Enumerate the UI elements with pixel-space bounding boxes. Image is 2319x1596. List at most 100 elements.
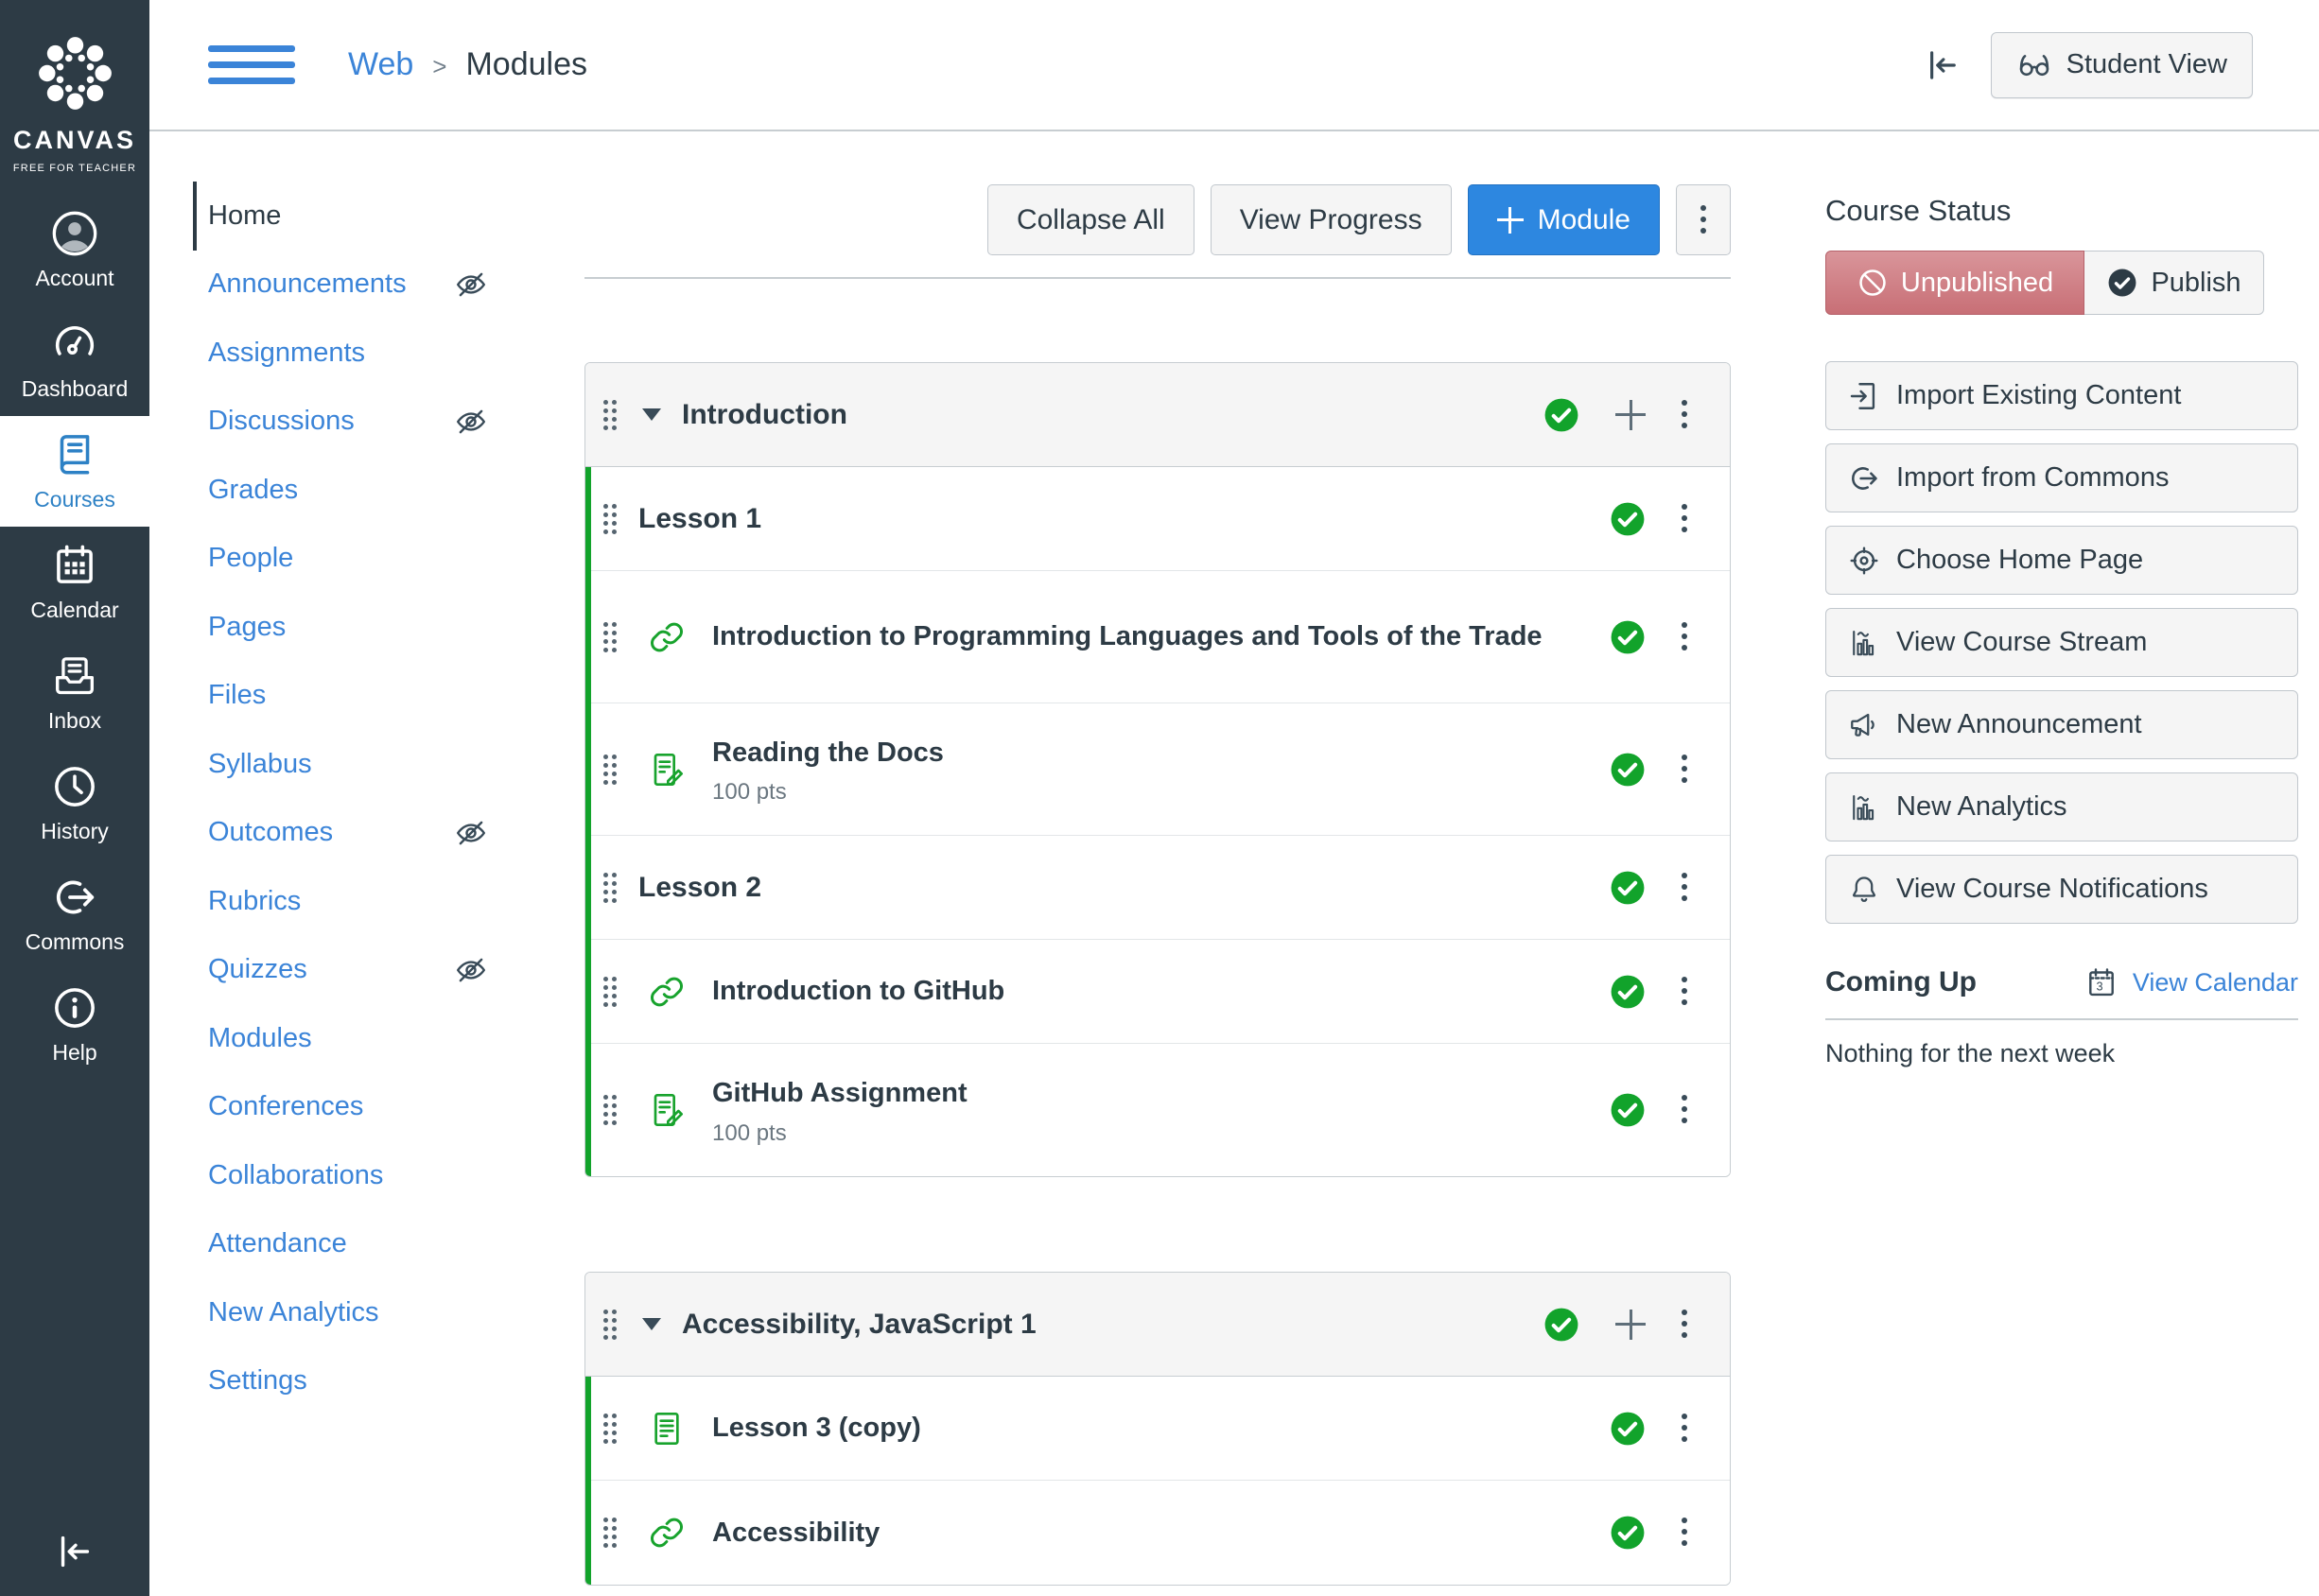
published-check-icon[interactable] bbox=[1610, 1515, 1646, 1551]
published-check-icon[interactable] bbox=[1610, 752, 1646, 788]
course-nav-item-people[interactable]: People bbox=[208, 525, 494, 594]
global-nav-item-dashboard[interactable]: Dashboard bbox=[0, 305, 149, 416]
drag-handle-icon[interactable] bbox=[602, 1517, 618, 1549]
item-title-link[interactable]: Lesson 3 (copy) bbox=[712, 1413, 921, 1444]
global-nav-item-help[interactable]: Help bbox=[0, 969, 149, 1080]
new-analytics-button[interactable]: New Analytics bbox=[1825, 772, 2298, 841]
add-item-button[interactable] bbox=[1615, 1309, 1646, 1340]
course-nav-item-announcements[interactable]: Announcements bbox=[208, 251, 494, 320]
student-view-button[interactable]: Student View bbox=[1990, 31, 2253, 98]
drag-handle-icon[interactable] bbox=[602, 1094, 618, 1126]
commons-icon bbox=[1848, 462, 1880, 494]
global-nav-label: Inbox bbox=[47, 708, 102, 733]
add-item-button[interactable] bbox=[1615, 399, 1646, 430]
course-nav-item-conferences[interactable]: Conferences bbox=[208, 1073, 494, 1142]
course-nav-item-assignments[interactable]: Assignments bbox=[208, 319, 494, 388]
collapse-all-button[interactable]: Collapse All bbox=[986, 184, 1194, 255]
breadcrumb-course-link[interactable]: Web bbox=[348, 46, 414, 82]
drag-handle-icon[interactable] bbox=[602, 621, 618, 653]
course-nav-item-collaborations[interactable]: Collaborations bbox=[208, 1141, 494, 1210]
choose-home-page-button[interactable]: Choose Home Page bbox=[1825, 526, 2298, 595]
module-card: Accessibility, JavaScript 1 Lesson 3 (co… bbox=[584, 1272, 1731, 1586]
global-nav-item-calendar[interactable]: Calendar bbox=[0, 527, 149, 637]
global-nav-item-history[interactable]: History bbox=[0, 748, 149, 859]
global-nav-item-commons[interactable]: Commons bbox=[0, 859, 149, 969]
collapse-panel-button[interactable] bbox=[1923, 45, 1962, 85]
hamburger-icon bbox=[208, 61, 295, 68]
course-nav-item-modules[interactable]: Modules bbox=[208, 1004, 494, 1073]
course-nav-item-new-analytics[interactable]: New Analytics bbox=[208, 1278, 494, 1347]
published-check-icon[interactable] bbox=[1543, 1307, 1579, 1343]
published-check-icon[interactable] bbox=[1610, 870, 1646, 906]
drag-handle-icon[interactable] bbox=[602, 1413, 618, 1445]
item-options-button[interactable] bbox=[1682, 1412, 1688, 1446]
course-nav-toggle-button[interactable] bbox=[208, 45, 295, 84]
view-calendar-link[interactable]: View Calendar bbox=[2132, 967, 2298, 997]
help-icon bbox=[51, 984, 98, 1032]
view-course-notifications-button[interactable]: View Course Notifications bbox=[1825, 855, 2298, 924]
module-options-button[interactable] bbox=[1682, 398, 1688, 432]
import-content-icon bbox=[1848, 380, 1880, 412]
import-from-commons-button[interactable]: Import from Commons bbox=[1825, 443, 2298, 512]
drag-handle-icon[interactable] bbox=[602, 754, 618, 786]
item-options-button[interactable] bbox=[1682, 502, 1688, 536]
calendar-day-icon bbox=[2084, 965, 2118, 999]
item-options-button[interactable] bbox=[1682, 871, 1688, 905]
new-announcement-button[interactable]: New Announcement bbox=[1825, 690, 2298, 759]
drag-handle-icon[interactable] bbox=[602, 872, 618, 904]
item-title-link[interactable]: Introduction to Programming Languages an… bbox=[712, 621, 1543, 652]
item-options-button[interactable] bbox=[1682, 753, 1688, 787]
course-nav-item-grades[interactable]: Grades bbox=[208, 456, 494, 525]
add-module-button[interactable]: Module bbox=[1467, 184, 1660, 255]
chevron-down-icon[interactable] bbox=[642, 408, 661, 421]
item-title-link[interactable]: GitHub Assignment bbox=[712, 1078, 968, 1109]
item-options-button[interactable] bbox=[1682, 975, 1688, 1009]
item-options-button[interactable] bbox=[1682, 620, 1688, 654]
global-nav-item-account[interactable]: Account bbox=[0, 195, 149, 305]
item-title-link[interactable]: Reading the Docs bbox=[712, 737, 944, 768]
module-item-row: Accessibility bbox=[591, 1481, 1730, 1585]
course-nav-item-discussions[interactable]: Discussions bbox=[208, 388, 494, 457]
global-nav-label: Commons bbox=[25, 929, 125, 954]
course-nav-item-home[interactable]: Home bbox=[193, 182, 479, 251]
global-nav-collapse-button[interactable] bbox=[0, 1530, 149, 1573]
published-check-icon[interactable] bbox=[1610, 501, 1646, 537]
drag-handle-icon[interactable] bbox=[602, 1309, 618, 1341]
item-options-button[interactable] bbox=[1682, 1093, 1688, 1127]
view-course-stream-button[interactable]: View Course Stream bbox=[1825, 608, 2298, 677]
global-nav-item-inbox[interactable]: Inbox bbox=[0, 637, 149, 748]
course-nav-item-rubrics[interactable]: Rubrics bbox=[208, 867, 494, 936]
course-nav-item-settings[interactable]: Settings bbox=[208, 1347, 494, 1416]
published-check-icon[interactable] bbox=[1610, 1411, 1646, 1447]
drag-handle-icon[interactable] bbox=[602, 399, 618, 431]
published-check-icon[interactable] bbox=[1543, 397, 1579, 433]
item-title-link[interactable]: Introduction to GitHub bbox=[712, 976, 1005, 1007]
course-nav-item-quizzes[interactable]: Quizzes bbox=[208, 936, 494, 1005]
modules-options-button[interactable] bbox=[1676, 184, 1731, 255]
course-nav-item-syllabus[interactable]: Syllabus bbox=[208, 730, 494, 799]
subheader-title: Lesson 1 bbox=[638, 502, 762, 534]
course-nav-item-outcomes[interactable]: Outcomes bbox=[208, 799, 494, 868]
module-options-button[interactable] bbox=[1682, 1308, 1688, 1342]
drag-handle-icon[interactable] bbox=[602, 976, 618, 1008]
publish-button[interactable]: Publish bbox=[2084, 251, 2264, 315]
bell-icon bbox=[1848, 874, 1880, 906]
drag-handle-icon[interactable] bbox=[602, 503, 618, 535]
published-check-icon[interactable] bbox=[1610, 619, 1646, 655]
rail-button-label: Import Existing Content bbox=[1896, 380, 2182, 410]
unpublished-button[interactable]: Unpublished bbox=[1825, 251, 2084, 315]
history-icon bbox=[51, 763, 98, 810]
course-nav-item-attendance[interactable]: Attendance bbox=[208, 1210, 494, 1279]
logo-subtitle: FREE FOR TEACHER bbox=[12, 163, 137, 174]
item-options-button[interactable] bbox=[1682, 1516, 1688, 1550]
import-existing-content-button[interactable]: Import Existing Content bbox=[1825, 361, 2298, 430]
course-nav-item-files[interactable]: Files bbox=[208, 662, 494, 731]
view-progress-button[interactable]: View Progress bbox=[1210, 184, 1452, 255]
item-title-link[interactable]: Accessibility bbox=[712, 1517, 881, 1548]
chevron-down-icon[interactable] bbox=[642, 1318, 661, 1330]
global-nav-item-courses[interactable]: Courses bbox=[0, 416, 149, 527]
module-header: Accessibility, JavaScript 1 bbox=[585, 1273, 1730, 1377]
published-check-icon[interactable] bbox=[1610, 974, 1646, 1010]
published-check-icon[interactable] bbox=[1610, 1092, 1646, 1128]
course-nav-item-pages[interactable]: Pages bbox=[208, 593, 494, 662]
